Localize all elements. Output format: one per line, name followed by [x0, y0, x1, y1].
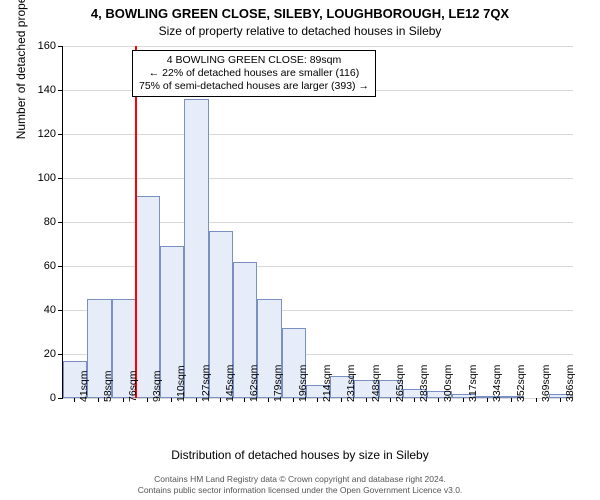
y-tick-label: 140	[26, 84, 56, 96]
y-tick-label: 100	[26, 172, 56, 184]
plot-area	[62, 46, 573, 399]
x-tick-mark	[220, 398, 221, 402]
x-tick-mark	[147, 398, 148, 402]
grid-line	[63, 178, 573, 179]
x-tick-label: 214sqm	[321, 365, 333, 402]
x-tick-label: 41sqm	[78, 370, 90, 402]
x-tick-label: 352sqm	[515, 365, 527, 402]
y-tick-mark	[58, 90, 62, 91]
info-line: ← 22% of detached houses are smaller (11…	[139, 67, 369, 80]
x-tick-mark	[487, 398, 488, 402]
x-tick-mark	[244, 398, 245, 402]
x-tick-label: 283sqm	[418, 365, 430, 402]
y-tick-label: 160	[26, 40, 56, 52]
x-tick-label: 317sqm	[467, 365, 479, 402]
x-tick-label: 300sqm	[442, 365, 454, 402]
x-tick-label: 248sqm	[370, 365, 382, 402]
y-tick-label: 40	[26, 304, 56, 316]
y-tick-mark	[58, 310, 62, 311]
x-tick-label: 196sqm	[297, 365, 309, 402]
y-tick-label: 120	[26, 128, 56, 140]
x-tick-mark	[171, 398, 172, 402]
x-tick-mark	[317, 398, 318, 402]
y-tick-mark	[58, 134, 62, 135]
x-tick-mark	[293, 398, 294, 402]
x-tick-mark	[438, 398, 439, 402]
x-tick-mark	[98, 398, 99, 402]
page-title: 4, BOWLING GREEN CLOSE, SILEBY, LOUGHBOR…	[0, 6, 600, 21]
x-tick-label: 162sqm	[248, 365, 260, 402]
y-tick-mark	[58, 46, 62, 47]
info-line: 4 BOWLING GREEN CLOSE: 89sqm	[139, 54, 369, 67]
page-subtitle: Size of property relative to detached ho…	[0, 24, 600, 38]
x-tick-label: 58sqm	[102, 370, 114, 402]
x-tick-mark	[390, 398, 391, 402]
y-axis-label: Number of detached properties	[14, 0, 28, 139]
x-tick-mark	[536, 398, 537, 402]
histogram-bar	[184, 99, 208, 398]
footer-line: Contains public sector information licen…	[0, 485, 600, 496]
x-tick-label: 179sqm	[272, 365, 284, 402]
x-axis-label: Distribution of detached houses by size …	[0, 448, 600, 462]
footer: Contains HM Land Registry data © Crown c…	[0, 474, 600, 496]
footer-line: Contains HM Land Registry data © Crown c…	[0, 474, 600, 485]
grid-line	[63, 46, 573, 47]
info-line: 75% of semi-detached houses are larger (…	[139, 80, 369, 93]
x-tick-label: 265sqm	[394, 365, 406, 402]
x-tick-label: 76sqm	[127, 370, 139, 402]
y-tick-label: 0	[26, 392, 56, 404]
x-tick-mark	[123, 398, 124, 402]
x-tick-mark	[74, 398, 75, 402]
x-tick-label: 386sqm	[564, 365, 576, 402]
y-tick-mark	[58, 222, 62, 223]
x-tick-mark	[511, 398, 512, 402]
y-tick-label: 80	[26, 216, 56, 228]
info-annotation-box: 4 BOWLING GREEN CLOSE: 89sqm ← 22% of de…	[132, 50, 376, 97]
grid-line	[63, 134, 573, 135]
y-tick-label: 20	[26, 348, 56, 360]
x-tick-label: 334sqm	[491, 365, 503, 402]
x-tick-mark	[366, 398, 367, 402]
x-tick-label: 93sqm	[151, 370, 163, 402]
y-tick-mark	[58, 354, 62, 355]
chart-container: 4, BOWLING GREEN CLOSE, SILEBY, LOUGHBOR…	[0, 0, 600, 500]
y-tick-mark	[58, 178, 62, 179]
x-tick-label: 127sqm	[200, 365, 212, 402]
y-tick-mark	[58, 266, 62, 267]
y-tick-mark	[58, 398, 62, 399]
x-tick-mark	[560, 398, 561, 402]
histogram-bar	[136, 196, 160, 398]
x-tick-mark	[463, 398, 464, 402]
x-tick-mark	[196, 398, 197, 402]
x-tick-label: 145sqm	[224, 365, 236, 402]
y-tick-label: 60	[26, 260, 56, 272]
x-tick-mark	[341, 398, 342, 402]
x-tick-mark	[414, 398, 415, 402]
reference-line	[135, 46, 137, 398]
x-tick-mark	[268, 398, 269, 402]
x-tick-label: 110sqm	[175, 365, 187, 402]
x-tick-label: 369sqm	[540, 365, 552, 402]
x-tick-label: 231sqm	[345, 365, 357, 402]
